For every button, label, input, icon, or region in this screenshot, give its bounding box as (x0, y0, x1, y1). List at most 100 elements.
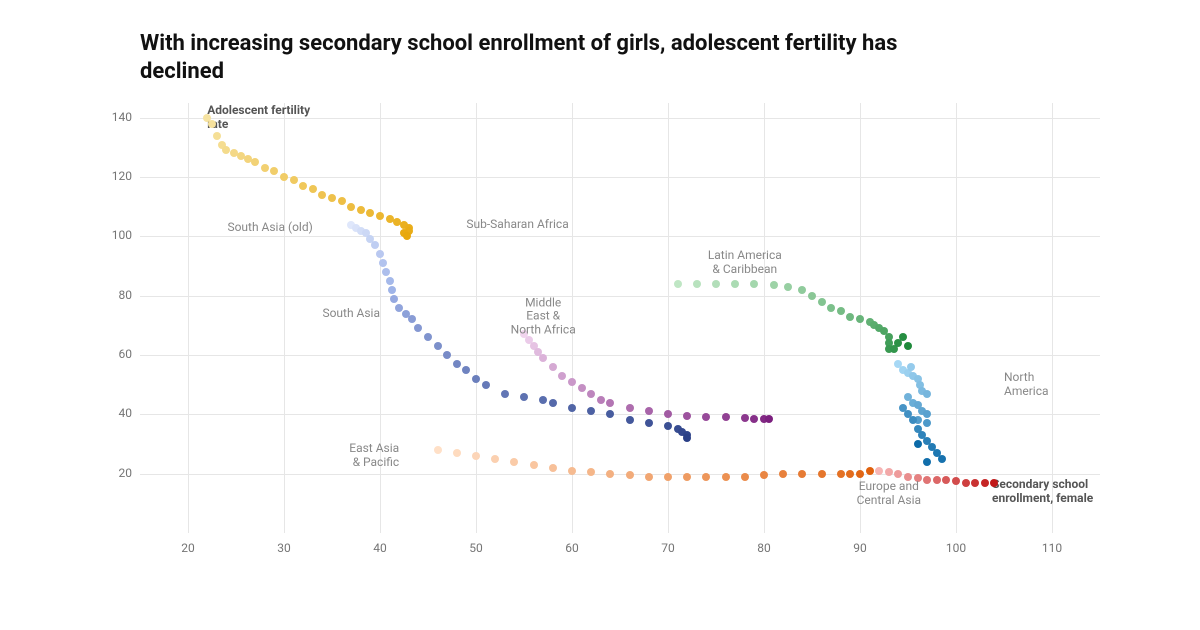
data-point (510, 458, 518, 466)
data-point (539, 354, 547, 362)
data-point (453, 449, 461, 457)
x-tick-label: 100 (941, 541, 971, 555)
data-point (290, 176, 298, 184)
data-point (923, 458, 931, 466)
data-point (357, 206, 365, 214)
data-point (722, 473, 730, 481)
data-point (683, 412, 691, 420)
data-point (366, 209, 374, 217)
data-point (674, 280, 682, 288)
data-point (520, 393, 528, 401)
x-tick-label: 110 (1037, 541, 1067, 555)
series-label: North America (1004, 371, 1049, 399)
data-point (482, 381, 490, 389)
data-point (664, 410, 672, 418)
data-point (837, 470, 845, 478)
x-tick-label: 70 (653, 541, 683, 555)
data-point (261, 164, 269, 172)
series-label: South Asia (322, 307, 380, 321)
data-point (606, 399, 614, 407)
x-tick-label: 80 (749, 541, 779, 555)
gridline-vertical (668, 103, 669, 533)
data-point (208, 120, 216, 128)
data-point (299, 182, 307, 190)
y-tick-label: 100 (96, 228, 132, 242)
data-point (434, 342, 442, 350)
data-point (530, 461, 538, 469)
data-point (856, 315, 864, 323)
data-point (750, 415, 758, 423)
data-point (933, 476, 941, 484)
data-point (386, 277, 394, 285)
data-point (587, 390, 595, 398)
x-tick-label: 30 (269, 541, 299, 555)
data-point (779, 470, 787, 478)
data-point (491, 455, 499, 463)
data-point (424, 333, 432, 341)
data-point (664, 422, 672, 430)
data-point (837, 307, 845, 315)
x-tick-label: 90 (845, 541, 875, 555)
data-point (990, 479, 998, 487)
data-point (587, 468, 595, 476)
data-point (270, 167, 278, 175)
data-point (376, 250, 384, 258)
data-point (907, 363, 915, 371)
data-point (683, 434, 691, 442)
y-tick-label: 20 (96, 466, 132, 480)
series-label: East Asia & Pacific (349, 442, 399, 470)
data-point (388, 286, 396, 294)
data-point (938, 455, 946, 463)
x-tick-label: 60 (557, 541, 587, 555)
data-point (645, 473, 653, 481)
series-label: South Asia (old) (227, 221, 312, 235)
data-point (549, 464, 557, 472)
data-point (899, 333, 907, 341)
data-point (923, 390, 931, 398)
data-point (403, 232, 411, 240)
scatter-plot: 204060801001201402030405060708090100110A… (140, 103, 1100, 533)
data-point (626, 416, 634, 424)
data-point (568, 467, 576, 475)
data-point (338, 197, 346, 205)
data-point (770, 281, 778, 289)
data-point (885, 468, 893, 476)
data-point (376, 212, 384, 220)
data-point (818, 298, 826, 306)
x-tick-label: 20 (173, 541, 203, 555)
data-point (453, 360, 461, 368)
chart-title: With increasing secondary school enrollm… (140, 30, 900, 85)
data-point (904, 342, 912, 350)
y-tick-label: 40 (96, 406, 132, 420)
data-point (587, 407, 595, 415)
data-point (501, 390, 509, 398)
data-point (784, 283, 792, 291)
data-point (568, 378, 576, 386)
gridline-vertical (764, 103, 765, 533)
data-point (539, 396, 547, 404)
data-point (909, 416, 917, 424)
y-tick-label: 140 (96, 110, 132, 124)
data-point (856, 470, 864, 478)
data-point (702, 473, 710, 481)
data-point (606, 410, 614, 418)
data-point (722, 413, 730, 421)
data-point (712, 280, 720, 288)
series-label: Latin America & Caribbean (708, 249, 782, 277)
x-tick-label: 40 (365, 541, 395, 555)
data-point (645, 407, 653, 415)
data-point (894, 470, 902, 478)
data-point (379, 259, 387, 267)
y-tick-label: 80 (96, 288, 132, 302)
data-point (549, 399, 557, 407)
data-point (626, 404, 634, 412)
data-point (827, 304, 835, 312)
data-point (683, 473, 691, 481)
data-point (408, 315, 416, 323)
data-point (251, 158, 259, 166)
data-point (414, 324, 422, 332)
data-point (664, 473, 672, 481)
data-point (472, 375, 480, 383)
data-point (741, 414, 749, 422)
data-point (798, 286, 806, 294)
